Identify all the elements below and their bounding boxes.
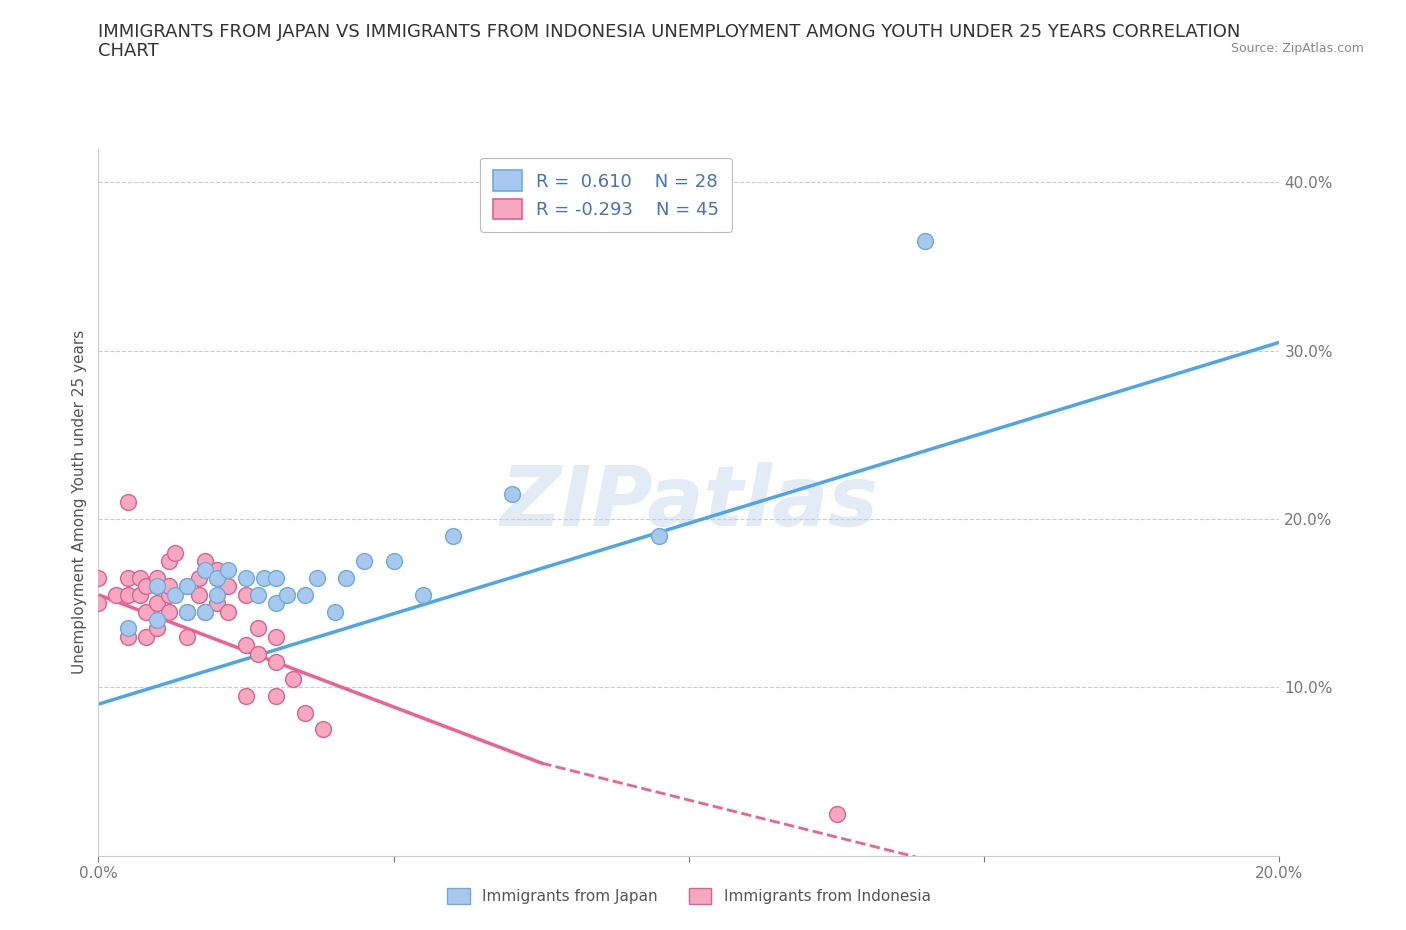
Point	[335, 570, 357, 585]
Point	[176, 604, 198, 619]
Point	[246, 588, 269, 603]
Y-axis label: Unemployment Among Youth under 25 years: Unemployment Among Youth under 25 years	[72, 330, 87, 674]
Text: ZIPatlas: ZIPatlas	[501, 461, 877, 543]
Point	[128, 570, 150, 585]
Point	[264, 688, 287, 703]
Point	[157, 604, 180, 619]
Point	[194, 553, 217, 568]
Point	[235, 638, 257, 653]
Text: IMMIGRANTS FROM JAPAN VS IMMIGRANTS FROM INDONESIA UNEMPLOYMENT AMONG YOUTH UNDE: IMMIGRANTS FROM JAPAN VS IMMIGRANTS FROM…	[98, 23, 1241, 41]
Point	[205, 570, 228, 585]
Point	[187, 588, 209, 603]
Point	[264, 655, 287, 670]
Point	[157, 588, 180, 603]
Point	[217, 562, 239, 577]
Point	[441, 528, 464, 543]
Point	[205, 588, 228, 603]
Point	[194, 562, 217, 577]
Point	[217, 604, 239, 619]
Point	[146, 621, 169, 636]
Point	[353, 553, 375, 568]
Point	[146, 578, 169, 593]
Point	[235, 688, 257, 703]
Point	[176, 604, 198, 619]
Point	[914, 234, 936, 249]
Point	[648, 528, 671, 543]
Point	[205, 570, 228, 585]
Point	[382, 553, 405, 568]
Point	[165, 545, 187, 560]
Text: Source: ZipAtlas.com: Source: ZipAtlas.com	[1230, 42, 1364, 55]
Point	[294, 588, 316, 603]
Point	[176, 630, 198, 644]
Point	[135, 604, 157, 619]
Point	[312, 722, 335, 737]
Point	[246, 621, 269, 636]
Point	[264, 630, 287, 644]
Legend: Immigrants from Japan, Immigrants from Indonesia: Immigrants from Japan, Immigrants from I…	[440, 881, 938, 911]
Point	[117, 621, 139, 636]
Point	[117, 588, 139, 603]
Point	[205, 562, 228, 577]
Point	[146, 613, 169, 628]
Point	[165, 588, 187, 603]
Point	[146, 596, 169, 611]
Point	[117, 495, 139, 510]
Point	[176, 578, 198, 593]
Point	[105, 588, 128, 603]
Point	[264, 596, 287, 611]
Point	[205, 596, 228, 611]
Text: CHART: CHART	[98, 42, 159, 60]
Point	[305, 570, 328, 585]
Point	[135, 578, 157, 593]
Point	[501, 486, 523, 501]
Point	[412, 588, 434, 603]
Point	[323, 604, 346, 619]
Point	[825, 806, 848, 821]
Point	[176, 578, 198, 593]
Point	[253, 570, 276, 585]
Point	[157, 553, 180, 568]
Point	[294, 705, 316, 720]
Point	[194, 604, 217, 619]
Point	[235, 588, 257, 603]
Point	[128, 588, 150, 603]
Point	[246, 646, 269, 661]
Point	[283, 671, 305, 686]
Point	[87, 596, 110, 611]
Point	[217, 578, 239, 593]
Point	[276, 588, 298, 603]
Point	[194, 604, 217, 619]
Point	[157, 578, 180, 593]
Point	[117, 630, 139, 644]
Point	[146, 578, 169, 593]
Point	[135, 630, 157, 644]
Point	[117, 570, 139, 585]
Point	[264, 570, 287, 585]
Point	[146, 570, 169, 585]
Point	[235, 570, 257, 585]
Point	[87, 570, 110, 585]
Point	[187, 570, 209, 585]
